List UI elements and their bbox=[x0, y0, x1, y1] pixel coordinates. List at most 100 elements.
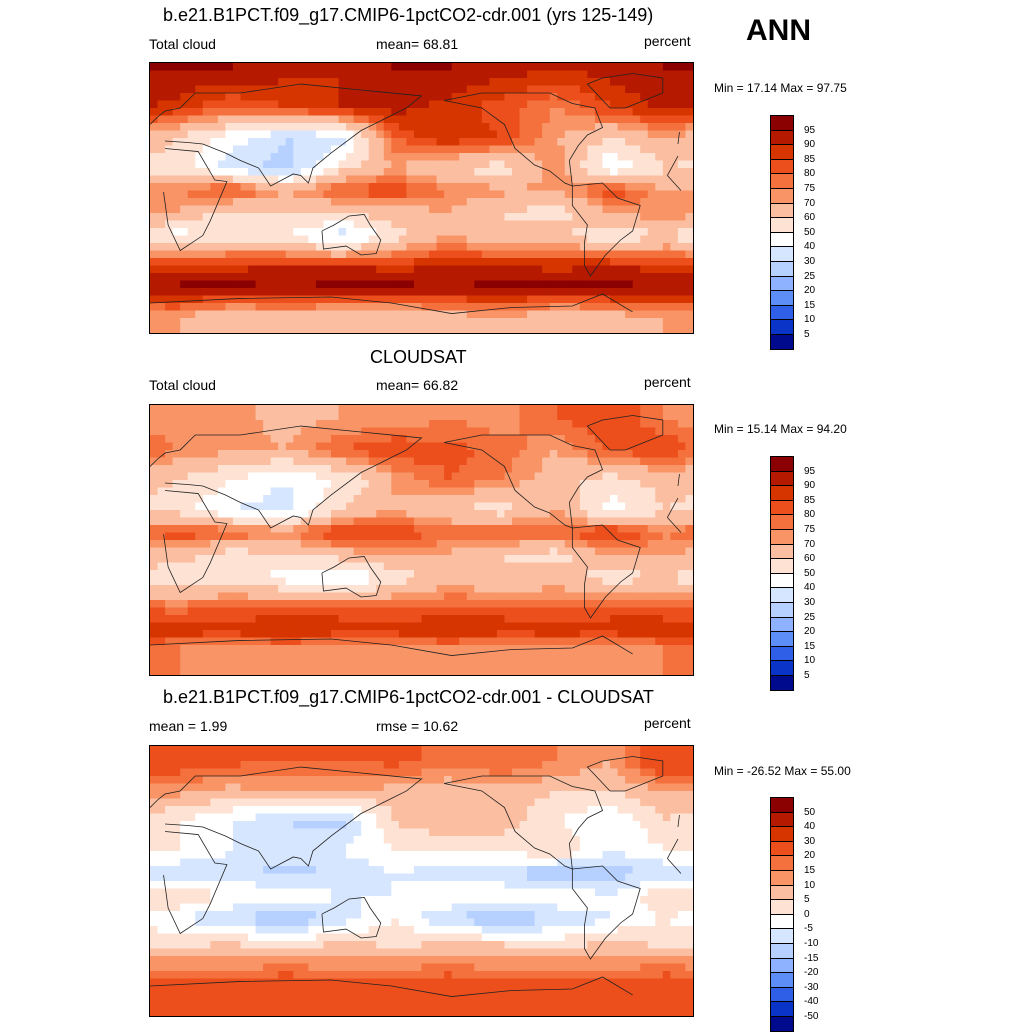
heatmap-cell bbox=[534, 562, 543, 571]
heatmap-cell bbox=[293, 280, 302, 289]
heatmap-cell bbox=[534, 607, 543, 616]
heatmap-cell bbox=[549, 198, 558, 207]
heatmap-cell bbox=[549, 227, 558, 237]
heatmap-cell bbox=[157, 502, 166, 511]
heatmap-cell bbox=[647, 615, 656, 624]
heatmap-cell bbox=[511, 525, 521, 534]
heatmap-cell bbox=[685, 547, 693, 556]
heatmap-cell bbox=[180, 584, 189, 594]
heatmap-cell bbox=[315, 318, 325, 327]
heatmap-cell bbox=[157, 577, 166, 586]
heatmap-cell bbox=[640, 540, 649, 549]
heatmap-cell bbox=[625, 599, 634, 609]
heatmap-cell bbox=[368, 288, 377, 297]
heatmap-cell bbox=[278, 295, 287, 304]
heatmap-cell bbox=[150, 250, 159, 259]
heatmap-cell bbox=[315, 622, 325, 631]
heatmap-cell bbox=[398, 540, 408, 549]
heatmap-cell bbox=[338, 242, 347, 252]
heatmap-cell bbox=[587, 495, 596, 504]
heatmap-cell bbox=[225, 630, 234, 639]
heatmap-cell bbox=[353, 100, 362, 109]
heatmap-cell bbox=[504, 464, 513, 474]
heatmap-cell bbox=[617, 130, 626, 139]
heatmap-cell bbox=[677, 242, 687, 252]
heatmap-cell bbox=[323, 419, 332, 429]
heatmap-cell bbox=[602, 502, 611, 511]
heatmap-cell bbox=[361, 190, 370, 199]
heatmap-cell bbox=[549, 487, 558, 496]
heatmap-cell bbox=[602, 554, 611, 564]
heatmap-cell bbox=[587, 510, 596, 519]
heatmap-cell bbox=[436, 70, 445, 79]
heatmap-cell bbox=[240, 480, 249, 489]
heatmap-cell bbox=[338, 645, 347, 654]
heatmap-cell bbox=[323, 547, 332, 556]
heatmap-cell bbox=[489, 615, 498, 624]
heatmap-cell bbox=[195, 100, 204, 109]
heatmap-cell bbox=[338, 235, 347, 244]
heatmap-cell bbox=[534, 77, 543, 87]
heatmap-cell bbox=[240, 168, 249, 177]
heatmap-cell bbox=[542, 562, 551, 571]
heatmap-cell bbox=[542, 257, 551, 267]
heatmap-cell bbox=[338, 280, 347, 289]
heatmap-cell bbox=[511, 212, 521, 222]
heatmap-cell bbox=[685, 205, 693, 214]
heatmap-cell bbox=[474, 472, 483, 481]
heatmap-cell bbox=[534, 250, 543, 259]
heatmap-cell bbox=[466, 449, 475, 459]
heatmap-cell bbox=[353, 584, 362, 594]
heatmap-cell bbox=[285, 525, 294, 534]
heatmap-cell bbox=[217, 198, 227, 207]
heatmap-cell bbox=[331, 502, 340, 511]
heatmap-cell bbox=[353, 325, 362, 333]
heatmap-cell bbox=[248, 92, 257, 102]
map-panel-2 bbox=[149, 404, 694, 676]
heatmap-cell bbox=[413, 442, 423, 451]
heatmap-cell bbox=[331, 554, 340, 564]
heatmap-cell bbox=[602, 577, 611, 586]
heatmap-cell bbox=[481, 645, 490, 654]
heatmap-cell bbox=[225, 190, 234, 199]
heatmap-cell bbox=[511, 540, 521, 549]
heatmap-cell bbox=[647, 630, 656, 639]
heatmap-cell bbox=[519, 138, 528, 147]
heatmap-cell bbox=[180, 569, 189, 579]
heatmap-cell bbox=[391, 532, 400, 541]
heatmap-cell bbox=[617, 434, 626, 444]
heatmap-cell bbox=[361, 273, 370, 282]
heatmap-cell bbox=[406, 562, 415, 571]
heatmap-cell bbox=[315, 288, 325, 297]
heatmap-cell bbox=[376, 63, 385, 72]
heatmap-cell bbox=[353, 525, 362, 534]
heatmap-cell bbox=[557, 562, 566, 571]
heatmap-cell bbox=[557, 265, 566, 274]
heatmap-cell bbox=[421, 198, 430, 207]
heatmap-cell bbox=[542, 318, 551, 327]
heatmap-cell bbox=[187, 63, 196, 72]
heatmap-cell bbox=[640, 615, 649, 624]
heatmap-cell bbox=[564, 85, 573, 94]
heatmap-cell bbox=[270, 250, 279, 259]
heatmap-cell bbox=[263, 265, 272, 274]
heatmap-cell bbox=[579, 265, 589, 274]
heatmap-cell bbox=[376, 554, 385, 564]
heatmap-cell bbox=[677, 227, 687, 237]
heatmap-cell bbox=[594, 63, 604, 72]
heatmap-cell bbox=[255, 198, 264, 207]
heatmap-cell bbox=[685, 517, 693, 526]
heatmap-cell bbox=[300, 449, 309, 459]
heatmap-cell bbox=[270, 92, 279, 102]
heatmap-cell bbox=[391, 615, 400, 624]
heatmap-cell bbox=[338, 183, 347, 192]
heatmap-cell bbox=[293, 472, 302, 481]
heatmap-cell bbox=[421, 168, 430, 177]
heatmap-cell bbox=[602, 318, 611, 327]
heatmap-cell bbox=[459, 532, 468, 541]
heatmap-cell bbox=[489, 145, 498, 154]
heatmap-cell bbox=[587, 153, 596, 162]
heatmap-cell bbox=[557, 190, 566, 199]
heatmap-cell bbox=[180, 220, 189, 229]
heatmap-cell bbox=[632, 495, 641, 504]
